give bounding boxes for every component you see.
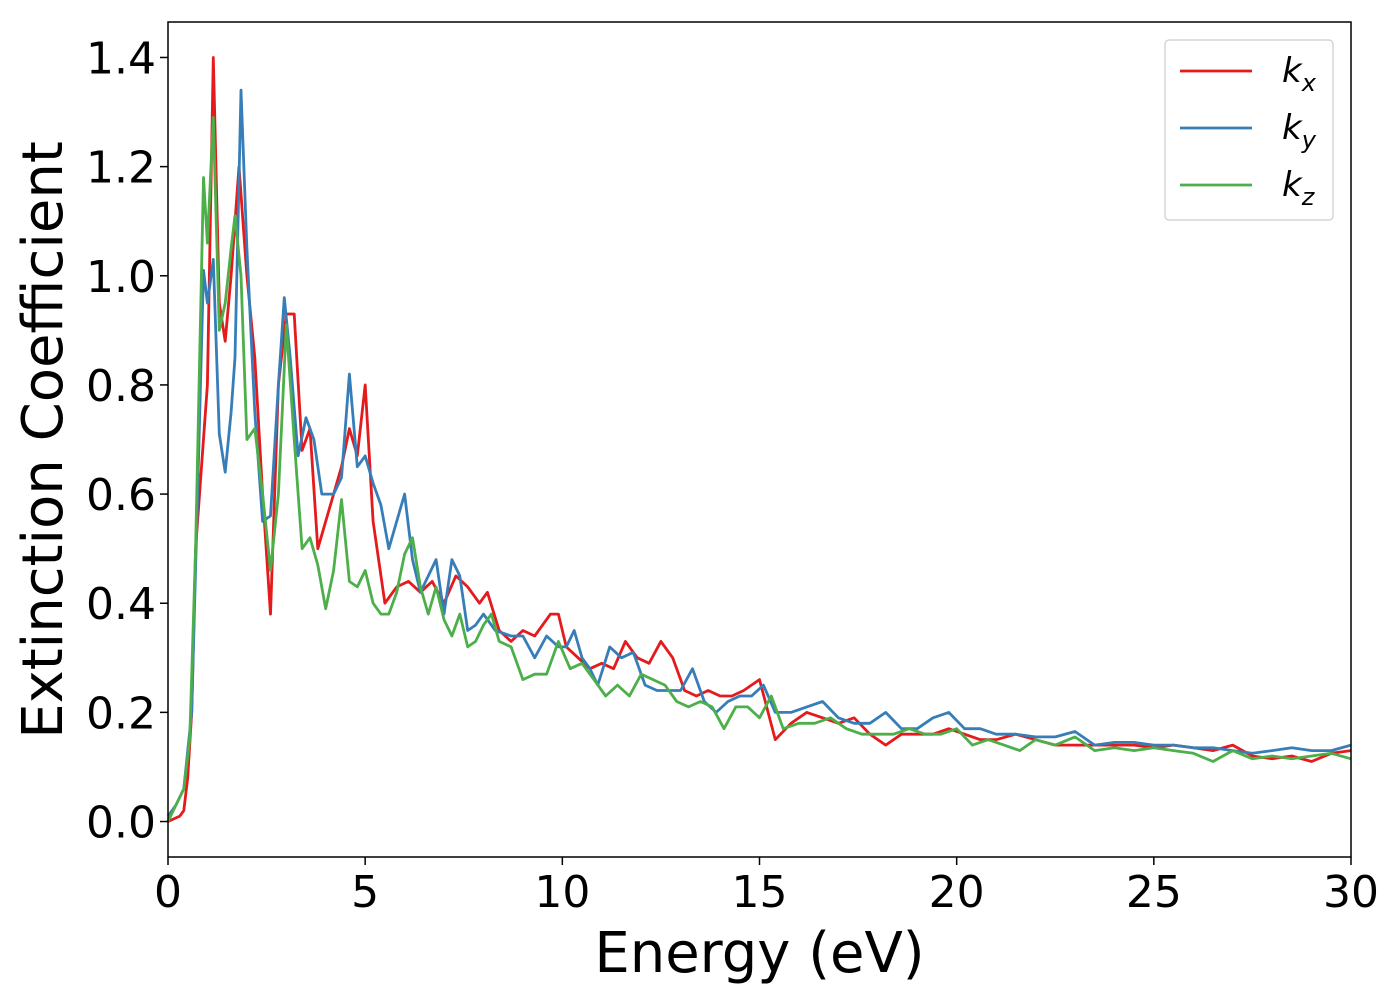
- y-axis-ticks: 0.0 0.2 0.4 0.6 0.8 1.0 1.2 1.4: [86, 33, 168, 849]
- legend-label-subscript: z: [1301, 183, 1316, 211]
- series-line-ky: [166, 88, 1352, 817]
- y-tick-label: 1.0: [86, 252, 156, 303]
- y-axis-label: Extinction Coefficient: [11, 141, 76, 739]
- x-tick-label: 30: [1323, 867, 1379, 918]
- legend-label-main: k: [1282, 108, 1303, 148]
- legend-label-kx: kx: [1282, 51, 1317, 97]
- y-tick-label: 0.4: [86, 579, 156, 630]
- x-tick-label: 0: [154, 867, 182, 918]
- legend-label-main: k: [1282, 165, 1303, 205]
- legend-label-ky: ky: [1282, 108, 1317, 154]
- series-line-kz: [166, 116, 1352, 823]
- x-tick-label: 10: [534, 867, 590, 918]
- legend-label-main: k: [1282, 51, 1303, 91]
- y-tick-label: 0.2: [86, 688, 156, 739]
- legend-label-kz: kz: [1282, 165, 1316, 211]
- y-tick-label: 1.2: [86, 143, 156, 194]
- x-tick-label: 20: [929, 867, 985, 918]
- y-tick-label: 0.6: [86, 470, 156, 521]
- y-tick-label: 0.0: [86, 798, 156, 849]
- x-tick-label: 25: [1126, 867, 1182, 918]
- x-axis-label: Energy (eV): [594, 921, 924, 986]
- legend-label-subscript: y: [1301, 126, 1317, 154]
- x-tick-label: 5: [351, 867, 379, 918]
- x-axis-ticks: 0 5 10 15 20 25 30: [154, 857, 1379, 918]
- y-tick-label: 1.4: [86, 33, 156, 84]
- legend-label-subscript: x: [1301, 69, 1317, 97]
- x-tick-label: 15: [732, 867, 788, 918]
- series-layer: [166, 56, 1352, 823]
- legend-box: [1164, 39, 1334, 221]
- y-tick-label: 0.8: [86, 361, 156, 412]
